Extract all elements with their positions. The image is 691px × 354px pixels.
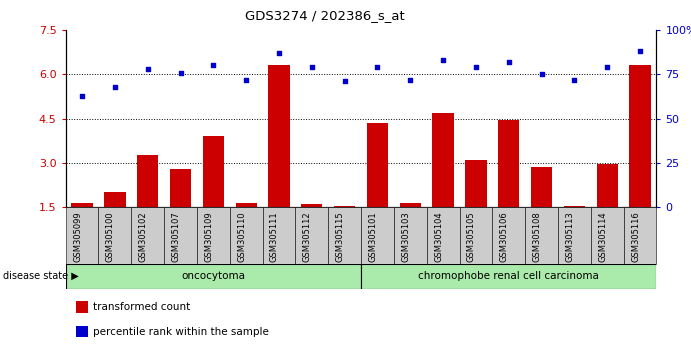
Text: GSM305111: GSM305111	[270, 212, 279, 262]
Text: GSM305099: GSM305099	[73, 212, 82, 262]
Text: GSM305104: GSM305104	[434, 212, 443, 262]
Bar	[367, 123, 388, 207]
Bar	[229, 207, 263, 264]
Point	[569, 77, 580, 82]
Text: percentile rank within the sample: percentile rank within the sample	[93, 327, 269, 337]
Text: GSM305113: GSM305113	[565, 212, 574, 262]
Bar	[591, 207, 623, 264]
Bar	[170, 169, 191, 207]
Bar	[460, 207, 492, 264]
Bar	[71, 202, 93, 207]
Point	[109, 84, 120, 90]
Bar	[104, 192, 126, 207]
Point	[274, 50, 285, 56]
Text: GSM305115: GSM305115	[336, 212, 345, 262]
Bar	[131, 207, 164, 264]
Bar	[399, 202, 421, 207]
Text: GSM305106: GSM305106	[500, 212, 509, 262]
Text: GDS3274 / 202386_s_at: GDS3274 / 202386_s_at	[245, 9, 405, 22]
Point	[142, 66, 153, 72]
Bar	[558, 207, 591, 264]
Text: GSM305101: GSM305101	[368, 212, 377, 262]
Point	[602, 64, 613, 70]
Point	[208, 63, 219, 68]
Bar	[564, 206, 585, 207]
Bar	[197, 207, 229, 264]
Point	[405, 77, 416, 82]
Point	[240, 77, 252, 82]
Point	[175, 70, 186, 75]
Bar	[164, 207, 197, 264]
Text: chromophobe renal cell carcinoma: chromophobe renal cell carcinoma	[418, 271, 599, 281]
Point	[503, 59, 514, 65]
Text: GSM305102: GSM305102	[139, 212, 148, 262]
Bar	[531, 167, 552, 207]
Bar	[361, 264, 656, 289]
Bar	[433, 113, 454, 207]
Bar	[98, 207, 131, 264]
Text: GSM305103: GSM305103	[401, 212, 410, 262]
Point	[634, 48, 645, 54]
Point	[77, 93, 88, 98]
Bar	[596, 164, 618, 207]
Bar	[263, 207, 295, 264]
Bar	[236, 202, 257, 207]
Bar	[525, 207, 558, 264]
Point	[306, 64, 317, 70]
Bar	[426, 207, 460, 264]
Bar	[66, 207, 98, 264]
Text: GSM305100: GSM305100	[106, 212, 115, 262]
Bar	[137, 155, 158, 207]
Bar	[465, 160, 486, 207]
Bar	[334, 206, 355, 207]
Bar	[492, 207, 525, 264]
Point	[437, 57, 448, 63]
Text: GSM305109: GSM305109	[205, 212, 214, 262]
Point	[536, 72, 547, 77]
Bar	[361, 207, 394, 264]
Bar	[301, 204, 323, 207]
Bar	[66, 264, 361, 289]
Text: GSM305108: GSM305108	[533, 212, 542, 262]
Text: GSM305114: GSM305114	[598, 212, 607, 262]
Text: GSM305105: GSM305105	[467, 212, 476, 262]
Text: oncocytoma: oncocytoma	[181, 271, 245, 281]
Point	[339, 79, 350, 84]
Point	[372, 64, 383, 70]
Point	[471, 64, 482, 70]
Bar	[202, 136, 224, 207]
Text: GSM305107: GSM305107	[171, 212, 180, 262]
Bar	[268, 65, 290, 207]
Bar	[295, 207, 328, 264]
Bar	[394, 207, 426, 264]
Text: disease state ▶: disease state ▶	[3, 271, 79, 281]
Text: GSM305116: GSM305116	[631, 212, 640, 262]
Text: GSM305112: GSM305112	[303, 212, 312, 262]
Text: transformed count: transformed count	[93, 302, 191, 312]
Bar	[630, 65, 651, 207]
Text: GSM305110: GSM305110	[237, 212, 246, 262]
Bar	[328, 207, 361, 264]
Bar	[498, 120, 520, 207]
Bar	[623, 207, 656, 264]
